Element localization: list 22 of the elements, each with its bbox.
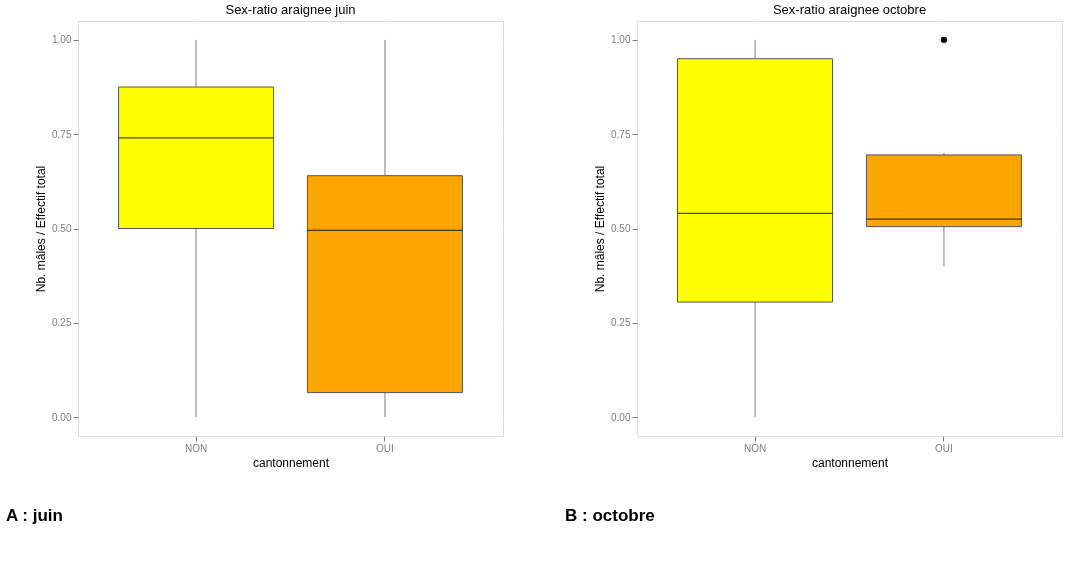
y-tick-label: 0.25	[611, 317, 631, 329]
y-axis-title: Nb. mâles / Effectif total	[593, 165, 608, 293]
y-tick-label: 0.00	[611, 411, 631, 423]
x-tick-label: NON	[743, 442, 767, 454]
text: B : octobre	[565, 506, 655, 525]
x-tick-label: NON	[184, 442, 208, 454]
x-tick-label: OUI	[376, 442, 394, 454]
x-tick-label: OUI	[935, 442, 953, 454]
y-tick-label: 0.25	[52, 317, 72, 329]
y-tick-label: 0.00	[52, 411, 72, 423]
y-tick-label: 0.50	[52, 223, 72, 234]
x-axis-title: cantonnement	[252, 455, 330, 470]
y-tick-label: 0.75	[52, 128, 72, 140]
y-tick-label: 0.50	[611, 223, 631, 234]
y-axis-title: Nb. mâles / Effectif total	[34, 165, 49, 293]
chart-title: Sex-ratio araignee octobre	[772, 2, 927, 17]
y-tick-label: 0.75	[611, 128, 631, 140]
y-tick-label: 1.00	[611, 34, 631, 46]
chart-title: Sex-ratio araignee juin	[225, 2, 356, 17]
y-tick-label: 1.00	[52, 34, 72, 46]
text: A : juin	[6, 506, 63, 525]
x-axis-title: cantonnement	[811, 455, 889, 470]
